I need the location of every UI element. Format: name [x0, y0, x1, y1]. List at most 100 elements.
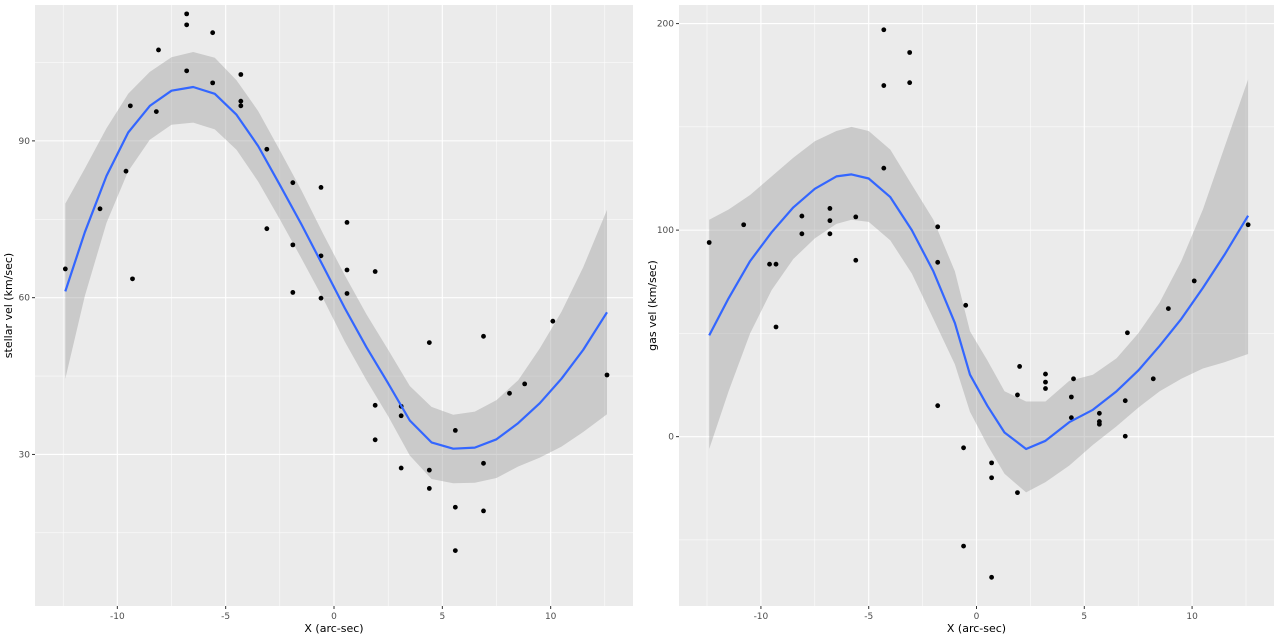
data-point [290, 242, 296, 248]
y-axis-title: gas vel (km/sec) [646, 260, 659, 351]
data-point [238, 103, 244, 109]
data-point [1125, 330, 1130, 336]
y-tick-label: 0 [668, 433, 674, 443]
data-point [799, 213, 805, 219]
data-point [853, 214, 859, 220]
data-point [127, 103, 133, 109]
data-point [264, 146, 270, 152]
x-tick-label: 5 [439, 612, 445, 622]
data-point [881, 27, 887, 33]
data-point [264, 226, 270, 232]
data-point [604, 372, 610, 378]
data-point [907, 80, 913, 86]
data-point [1015, 392, 1020, 398]
data-point [372, 269, 378, 274]
data-point [773, 324, 779, 330]
x-tick-label: -10 [110, 612, 125, 622]
smooth-line [708, 173, 1250, 451]
data-point [452, 548, 458, 554]
data-points [62, 11, 610, 554]
smooth-fit [708, 173, 1250, 451]
x-tick-label: 0 [974, 612, 980, 622]
data-point [452, 504, 458, 510]
data-point [1071, 376, 1076, 382]
smooth-fit [64, 85, 608, 450]
data-point [123, 168, 129, 174]
data-point [706, 240, 712, 245]
data-point [881, 83, 887, 88]
data-point [961, 543, 966, 549]
data-points [706, 27, 1251, 580]
data-point [238, 98, 244, 104]
data-point [963, 302, 969, 308]
data-point [1043, 371, 1048, 377]
data-point [184, 11, 190, 17]
data-point [481, 333, 486, 339]
data-point [507, 390, 512, 396]
data-point [1068, 394, 1074, 400]
data-point [907, 50, 913, 55]
stellar-velocity-chart: -10 -5 0 5 10 30 60 90 X (arc-sec) stellar vel… [2, 5, 633, 635]
y-axis-ticks: 0 100 200 [657, 20, 679, 443]
data-point [1096, 410, 1102, 416]
data-point [935, 224, 941, 230]
confidence-ribbon [709, 79, 1249, 493]
data-point [961, 445, 966, 451]
gridlines [35, 5, 633, 606]
x-tick-label: 0 [331, 612, 337, 622]
data-point [184, 22, 190, 28]
data-point [481, 508, 486, 514]
y-tick-label: 100 [657, 226, 674, 236]
data-point [210, 30, 216, 36]
data-point [522, 381, 528, 387]
data-point [1068, 415, 1074, 421]
data-point [210, 80, 216, 86]
x-tick-label: -5 [864, 612, 873, 622]
y-tick-label: 30 [19, 450, 31, 460]
data-point [426, 467, 432, 473]
data-point [318, 295, 324, 301]
data-point [1165, 306, 1171, 311]
data-point [1015, 490, 1020, 496]
x-tick-label: 10 [1186, 612, 1198, 622]
x-tick-label: -5 [221, 612, 230, 622]
data-point [481, 460, 486, 466]
data-point [62, 266, 68, 272]
data-point [372, 437, 378, 443]
data-point [767, 261, 772, 267]
data-point [318, 184, 324, 190]
gridlines [679, 5, 1274, 606]
y-axis-ticks: 30 60 90 [19, 137, 35, 460]
y-tick-label: 200 [657, 20, 674, 30]
data-point [773, 261, 779, 267]
data-point [344, 291, 350, 296]
data-point [989, 475, 994, 481]
data-point [741, 222, 747, 228]
data-point [156, 47, 161, 53]
data-point [799, 231, 805, 237]
data-point [290, 180, 296, 186]
data-point [398, 465, 404, 471]
data-point [1043, 386, 1048, 391]
y-axis-title: stellar vel (km/sec) [2, 253, 15, 358]
data-point [290, 290, 296, 295]
data-point [344, 267, 350, 273]
x-tick-label: 5 [1081, 612, 1087, 622]
data-point [1017, 364, 1023, 369]
data-point [130, 276, 135, 282]
data-point [426, 340, 432, 346]
data-point [426, 486, 432, 491]
data-point [153, 109, 159, 115]
x-tick-label: -10 [754, 612, 769, 622]
x-axis-ticks: -10 -5 0 5 10 [754, 606, 1198, 622]
data-point [989, 460, 994, 466]
data-point [452, 428, 458, 433]
y-tick-label: 90 [19, 137, 31, 147]
smooth-line [64, 85, 608, 450]
data-point [827, 231, 833, 237]
gas-velocity-chart: -10 -5 0 5 10 0 100 200 X (arc-sec) gas vel (k… [646, 5, 1274, 635]
data-point [1122, 398, 1128, 404]
data-point [1122, 433, 1128, 439]
data-point [1043, 379, 1048, 385]
data-point [550, 318, 556, 324]
